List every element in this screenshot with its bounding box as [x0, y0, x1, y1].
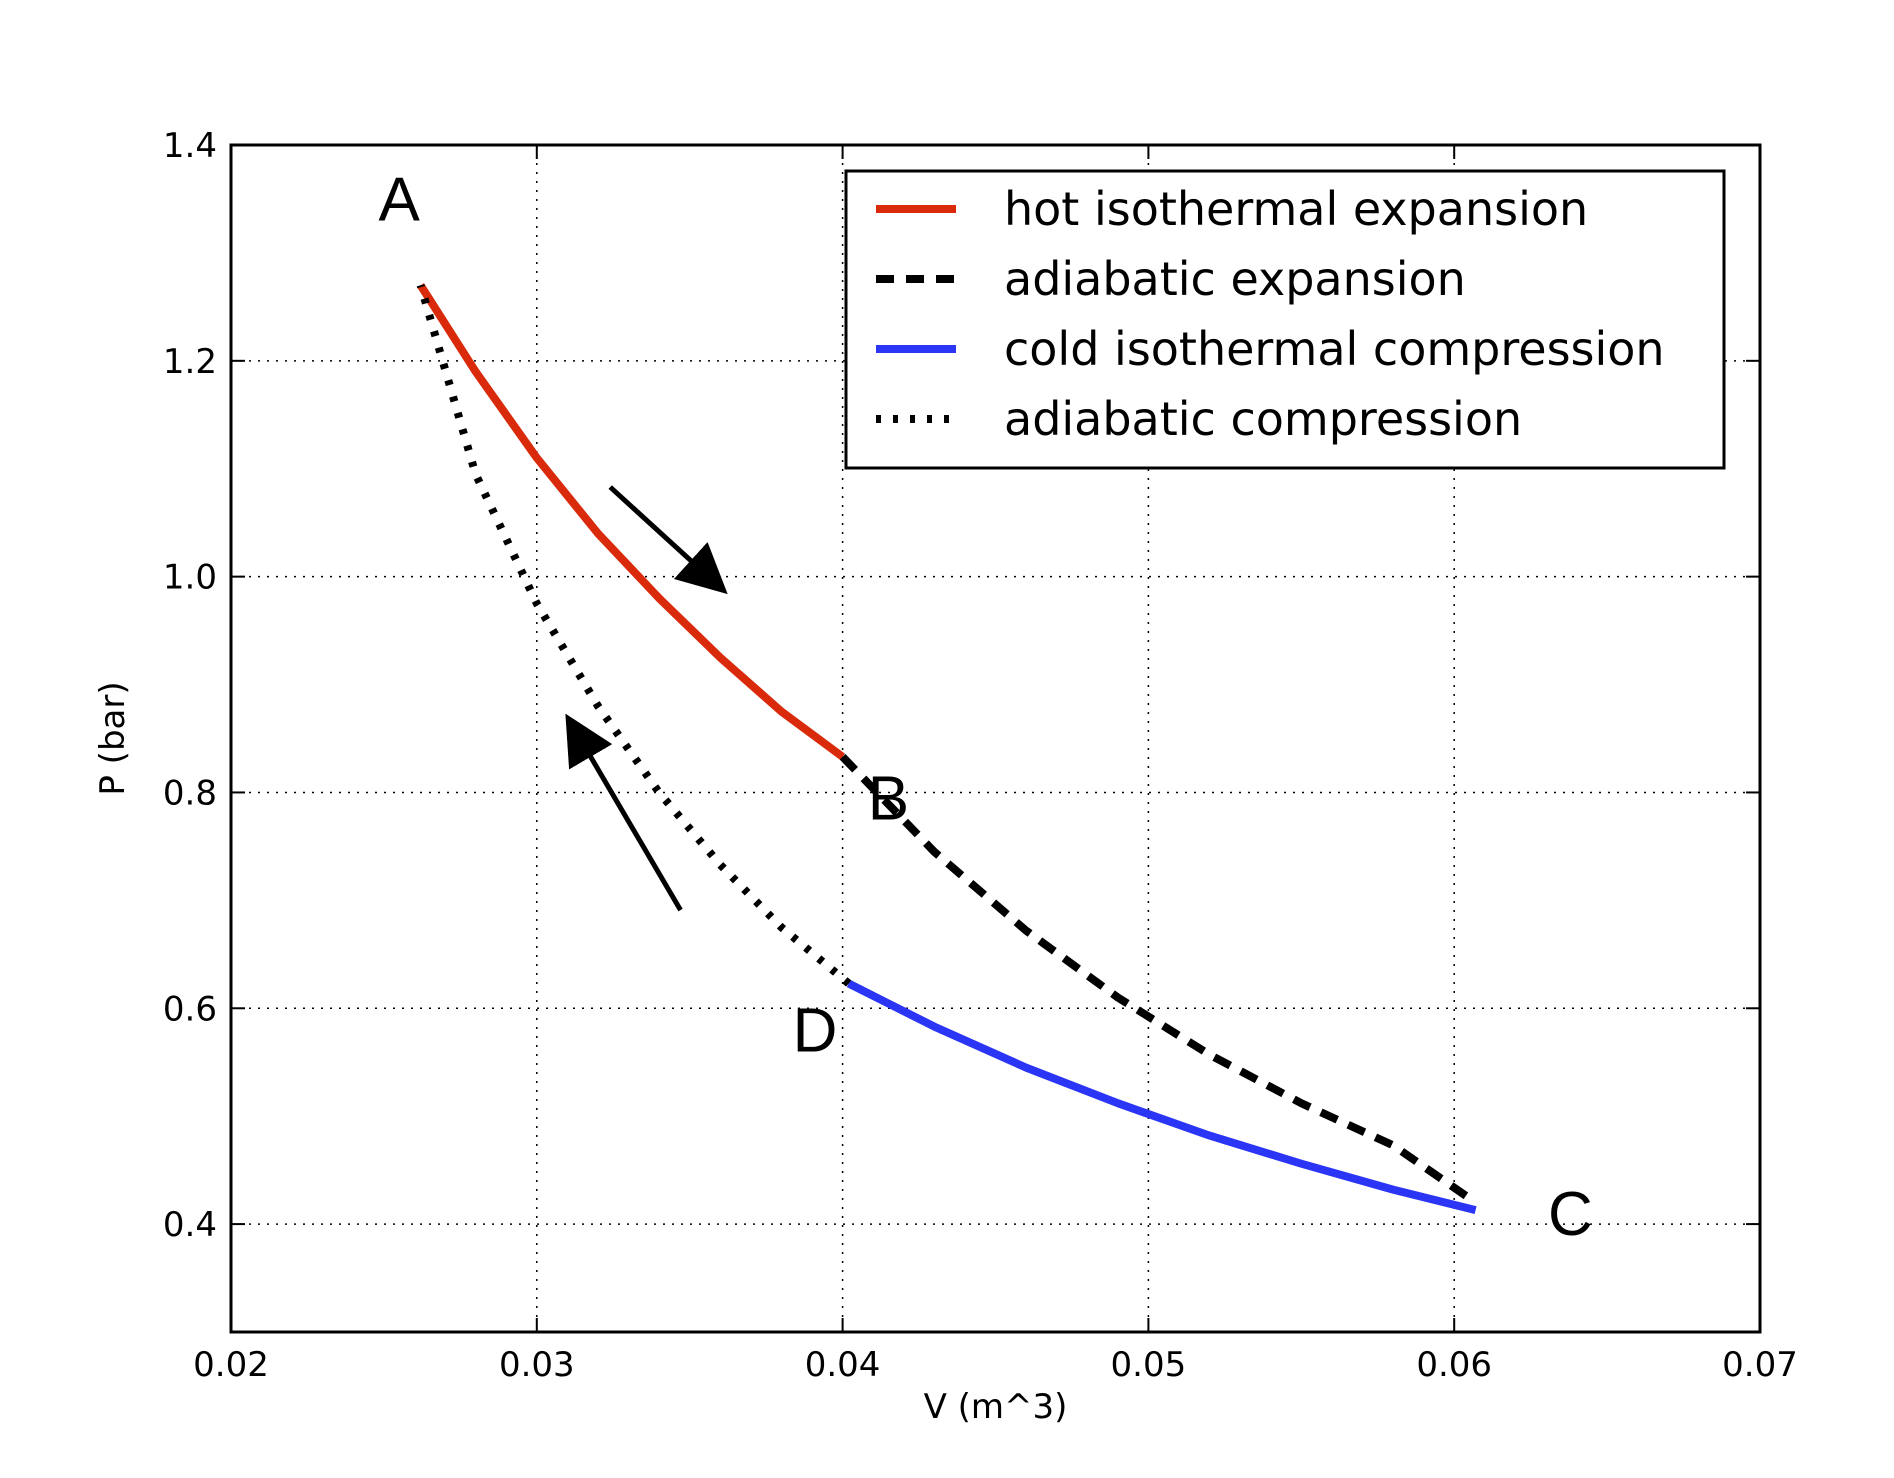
data-series — [416, 283, 1478, 1214]
legend-label: adiabatic expansion — [1004, 252, 1466, 306]
y-tick-label: 1.0 — [163, 558, 217, 598]
legend-label: hot isothermal expansion — [1004, 182, 1588, 236]
state-label-C: C — [1548, 1180, 1593, 1249]
legend-label: adiabatic compression — [1004, 392, 1522, 446]
plot-area-frame — [229, 143, 1762, 1334]
state-label-A: A — [379, 166, 421, 235]
x-tick-label: 0.04 — [805, 1345, 881, 1385]
x-tick-label: 0.07 — [1722, 1345, 1798, 1385]
state-point-labels: A B C D — [379, 166, 1593, 1249]
series-line-cold-isothermal-compression — [846, 979, 1477, 1214]
x-tick-label: 0.05 — [1111, 1345, 1187, 1385]
series-line-adiabatic-expansion — [839, 754, 1478, 1206]
series-line-hot-isothermal-expansion — [417, 283, 845, 761]
y-axis-title: P (bar) — [93, 681, 133, 795]
x-tick-label: 0.02 — [193, 1345, 269, 1385]
state-label-B: B — [868, 764, 909, 833]
series-line-adiabatic-compression — [416, 284, 852, 987]
y-tick-label: 0.8 — [163, 773, 217, 813]
y-tick-label: 1.4 — [163, 126, 217, 166]
legend-box — [844, 169, 1726, 470]
y-tick-label: 1.2 — [163, 342, 217, 382]
y-tick-label: 0.4 — [163, 1205, 217, 1245]
legend-label: cold isothermal compression — [1004, 322, 1665, 376]
x-tick-label: 0.06 — [1416, 1345, 1492, 1385]
direction-arrow — [565, 713, 683, 912]
x-axis-title: V (m^3) — [924, 1387, 1068, 1427]
axis-ticks: 0.02 0.03 0.04 0.05 0.06 0.07 0.4 0.6 0.8 1.0 1.2 1… — [163, 126, 1798, 1385]
x-tick-label: 0.03 — [499, 1345, 575, 1385]
legend: hot isothermal expansion adiabatic expans… — [844, 169, 1726, 470]
state-label-D: D — [793, 996, 838, 1065]
direction-arrows — [565, 485, 728, 912]
direction-arrow — [608, 485, 728, 595]
y-tick-label: 0.6 — [163, 989, 217, 1029]
